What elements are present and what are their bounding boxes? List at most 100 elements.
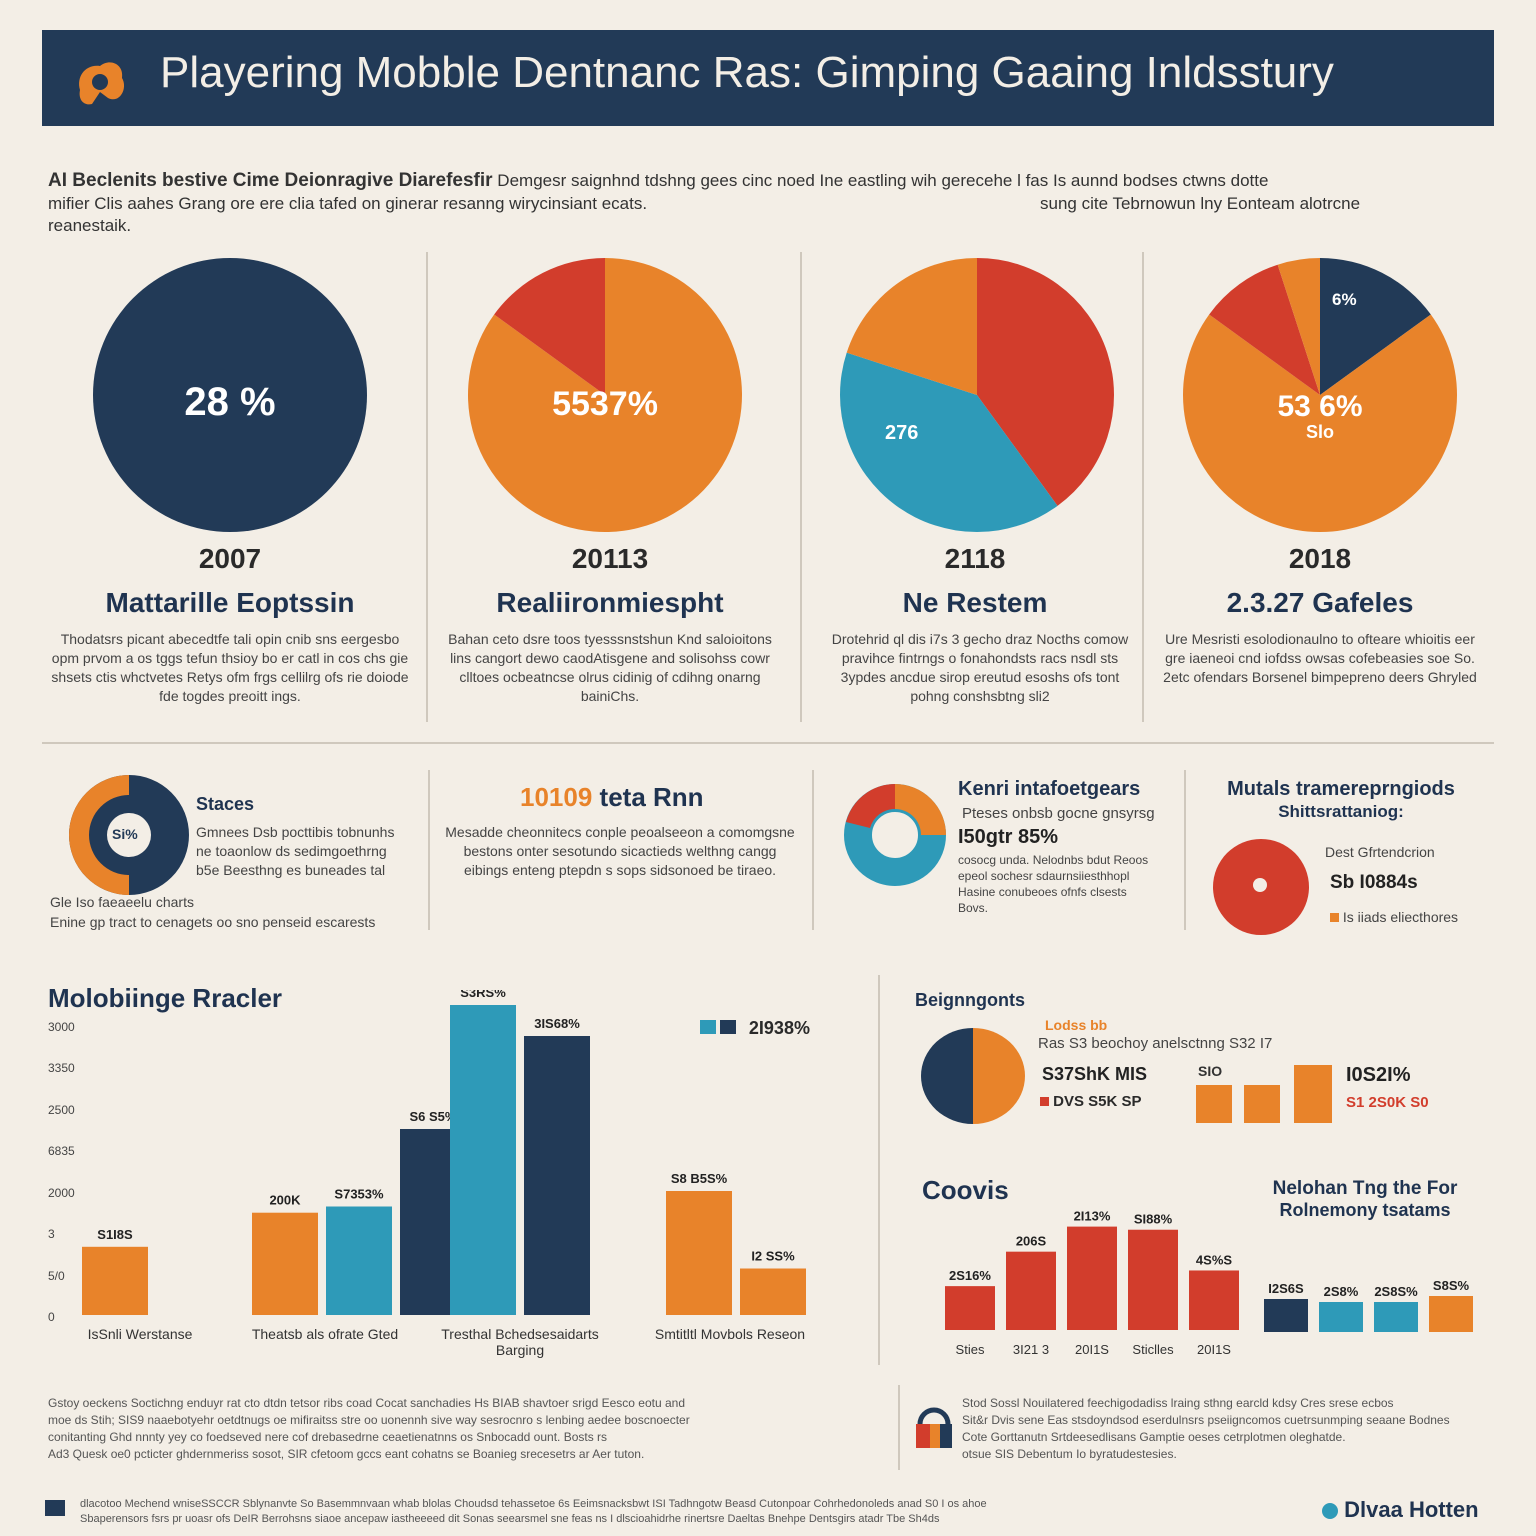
donut-segment-orange	[895, 784, 946, 835]
category-label-2: Theatsb als ofrate Gted	[251, 1326, 399, 1342]
footer-r3: Cote Gorttanutn Srtdeesedlisans Gamptie …	[962, 1430, 1346, 1444]
pie-slice	[1183, 314, 1457, 532]
bar-value-label: S8S%	[1433, 1278, 1470, 1293]
footer-r2: Sit&r Dvis sene Eas stsdoyndsod eserduln…	[962, 1413, 1450, 1427]
gamepad-logo-icon	[79, 62, 125, 105]
divider	[1142, 252, 1144, 722]
nelohan-bar-chart: I2S6S 2S8% 2S8S% S8S%	[1264, 1278, 1473, 1332]
bar	[666, 1191, 732, 1315]
y-tick-label: 2000	[48, 1185, 75, 1200]
split-pie-orange	[973, 1028, 1025, 1124]
bar	[1128, 1229, 1178, 1330]
bar-value-label: S1I8S	[97, 1227, 133, 1242]
donut-chart-staces	[69, 775, 189, 895]
donut-center-label: Si%	[112, 826, 138, 842]
category-label: Sticlles	[1132, 1342, 1174, 1357]
category-label: 20I1S	[1075, 1342, 1109, 1357]
category-label-3: Tresthal Bchedsesaidarts Barging	[441, 1326, 599, 1358]
y-tick-label: 3000	[48, 1020, 75, 1034]
intro-text-2: mifier Clis aahes Grang ore ere clia taf…	[48, 194, 648, 213]
bar	[1374, 1302, 1418, 1332]
intro-text-2b: sung cite Tebrnowun lny Eonteam alotrcne	[1040, 194, 1361, 213]
mini-bar-3	[1294, 1065, 1332, 1123]
staces-note-2: Enine gp tract to cenagets oo sno pensei…	[50, 914, 376, 930]
coovis-bar-chart: 2S16% Sties 206S 3I21 3 2I13% 20I1S SI88% Sticl…	[945, 1209, 1239, 1357]
staces-title: Staces	[196, 794, 255, 814]
intro-text-1: Demgesr saignhnd tdshng gees cinc noed I…	[497, 171, 1269, 190]
divider	[878, 975, 880, 1365]
panel-2018: 6% 53 6% Slo 2018 2.3.27 Gafeles Ure Mes…	[1163, 250, 1490, 730]
year-2018: 2018	[1288, 543, 1352, 574]
bar	[945, 1286, 995, 1330]
divider	[812, 770, 814, 930]
pie-slice	[846, 258, 977, 395]
y-tick-label: 3	[48, 1227, 55, 1242]
pie-label-20113: 5537%	[552, 385, 658, 423]
mutals-title-2: Shittsrattaniog:	[1278, 802, 1404, 821]
nelohan-subtitle: Rolnemony tsatams	[1279, 1200, 1451, 1220]
bar-value-label: S6 S5%	[410, 1109, 457, 1124]
main-legend: 2I938%	[700, 1018, 810, 1039]
pie-slice	[1209, 264, 1320, 395]
legend-swatch-red	[1040, 1097, 1049, 1106]
main-bar-chart: S1I8S 200K S7353% S6 S5% S3RS% 3IS68% S8 B5S% I…	[82, 990, 806, 1315]
bar-value-label: 206S	[1016, 1234, 1047, 1249]
panel-2007: 28 % 2007 Mattarille Eoptssin Thodatsrs …	[51, 250, 410, 730]
pie-slice	[1277, 258, 1320, 395]
brand-globe-icon	[1322, 1503, 1338, 1520]
mid-title-number: 10109	[520, 782, 593, 812]
legend-swatch-navy	[720, 1020, 737, 1034]
right-title: Beignngonts	[915, 990, 1025, 1010]
panel-title-2118: Ne Restem	[902, 587, 1048, 618]
panel-text-2007: Thodatsrs picant abecedtfe tali opin cni…	[51, 631, 409, 704]
category-label: 20I1S	[1197, 1342, 1231, 1357]
category-label: Sties	[956, 1342, 985, 1357]
footer-bottom-text: dlacotoo Mechend wniseSSCCR Sblynanvte S…	[80, 1497, 1240, 1527]
bar-value-label: I2S6S	[1268, 1281, 1304, 1296]
y-tick-label: 2500	[48, 1102, 75, 1117]
legend-value: 2I938%	[748, 1018, 810, 1038]
category-label: 3I21 3	[1013, 1342, 1049, 1357]
nelohan-title: Nelohan Tng the For	[1272, 1178, 1458, 1199]
right-val1: S37ShK MIS	[1042, 1064, 1148, 1084]
footer-p2: moe ds Stih; SIS9 naaebotyehr oetdtnugs …	[48, 1413, 690, 1427]
y-tick-label: 6835	[48, 1144, 75, 1159]
y-tick-label: 3350	[48, 1061, 75, 1076]
mutals-line1: Dest Gfrtendcrion	[1325, 844, 1435, 860]
footer-p3: conitanting Ghd nnnty yey co foedseved n…	[48, 1430, 608, 1444]
bar-value-label: 200K	[269, 1193, 301, 1208]
mid-text: Mesadde cheonnitecs conple peoalseeon a …	[445, 824, 795, 878]
footer-right-text: Stod Sossl Nouilatered feechigodadiss lr…	[962, 1395, 1482, 1463]
right-val2-row: DVS S5K SP	[1040, 1093, 1142, 1110]
bar-value-label: 2I13%	[1074, 1209, 1111, 1224]
footer-f1: dlacotoo Mechend wniseSSCCR Sblynanvte S…	[80, 1498, 987, 1510]
coovis-title: Coovis	[922, 1175, 1009, 1205]
bar	[82, 1246, 148, 1315]
footer-flag-icon	[45, 1500, 65, 1516]
right-val2: DVS S5K SP	[1053, 1093, 1142, 1110]
divider	[428, 770, 430, 930]
bar-value-label: 2S8S%	[1374, 1284, 1418, 1299]
panel-20113: 5537% 20113 Realiironmiespht Bahan ceto …	[448, 250, 790, 730]
divider	[898, 1385, 900, 1470]
bar	[1189, 1270, 1239, 1330]
mutals-line3: Is iiads eliecthores	[1330, 908, 1458, 927]
right-sub2: Ras S3 beochoy anelsctnng S32 I7	[1038, 1035, 1273, 1052]
intro-line-1: AI Beclenits bestive Cime Deionragive Di…	[48, 170, 1268, 191]
bar	[1319, 1302, 1363, 1332]
brand-name: Dlvaa Hotten	[1344, 1497, 1479, 1522]
donut-segment-orange	[69, 775, 129, 895]
bar	[1264, 1299, 1308, 1332]
footer-r1: Stod Sossl Nouilatered feechigodadiss lr…	[962, 1396, 1394, 1410]
divider	[1184, 770, 1186, 930]
bar	[524, 1036, 590, 1315]
bar-value-label: 2S16%	[949, 1268, 991, 1283]
kenri-text: cosocg unda. Nelodnbs bdut Reoos epeol s…	[958, 853, 1149, 915]
bar-value-label: S8 B5S%	[671, 1171, 728, 1186]
pie-slice	[977, 258, 1114, 506]
bar-value-label: S3RS%	[460, 990, 506, 1000]
bar	[252, 1212, 318, 1315]
bar-value-label: SI88%	[1134, 1212, 1173, 1227]
pie-slice	[1320, 258, 1431, 395]
footer-p4: Ad3 Quesk oe0 pcticter ghdernmeriss soso…	[48, 1447, 645, 1461]
